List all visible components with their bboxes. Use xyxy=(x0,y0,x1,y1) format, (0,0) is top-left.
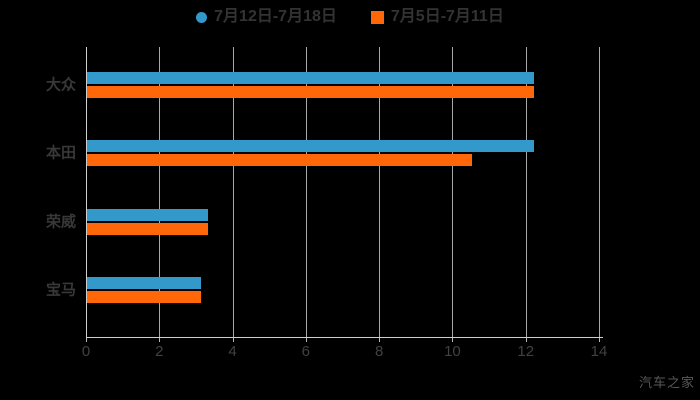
gridline-x6 xyxy=(305,47,307,337)
x-axis-tick xyxy=(305,337,307,342)
category-label: 大众 xyxy=(45,76,76,94)
y-axis-line xyxy=(86,47,87,337)
x-tick-label-14: 14 xyxy=(590,343,608,360)
legend-circle-marker-icon xyxy=(196,11,208,23)
legend-square-marker-icon xyxy=(370,10,384,24)
gridline-x14 xyxy=(599,47,600,337)
bar-series0-row1 xyxy=(87,140,535,152)
bar-series0-row3 xyxy=(87,277,201,289)
category-label: 荣威 xyxy=(45,213,76,231)
category-label: 本田 xyxy=(45,144,76,162)
legend-item-series1[interactable]: 7月5日-7月11日 xyxy=(370,8,504,25)
x-tick-label-4: 4 xyxy=(228,343,237,360)
legend: 7月12日-7月18日 7月5日-7月11日 xyxy=(0,6,700,28)
gridline-x12 xyxy=(525,47,527,337)
gridline-x10 xyxy=(452,47,454,337)
legend-item-series0[interactable]: 7月12日-7月18日 xyxy=(196,9,337,25)
watermark-autohome: 汽车之家 xyxy=(638,375,695,390)
x-tick-label-10: 10 xyxy=(444,343,461,360)
x-axis-line xyxy=(86,337,603,338)
legend-label: 7月5日-7月11日 xyxy=(390,8,504,25)
bar-series1-row1 xyxy=(87,154,472,166)
x-axis-tick xyxy=(525,337,527,342)
x-tick-label-6: 6 xyxy=(301,343,311,360)
bar-series1-row2 xyxy=(87,223,208,235)
x-axis-tick xyxy=(232,337,234,342)
gridline-x2 xyxy=(159,47,161,337)
x-axis-tick xyxy=(86,337,87,342)
x-axis-tick xyxy=(599,337,600,342)
bar-series0-row0 xyxy=(87,72,535,84)
x-axis-tick xyxy=(159,337,161,342)
bar-series0-row2 xyxy=(87,209,208,221)
category-label: 宝马 xyxy=(45,281,76,299)
legend-label: 7月12日-7月18日 xyxy=(214,8,337,25)
x-axis-tick xyxy=(452,337,454,342)
gridline-x4 xyxy=(232,47,234,337)
x-tick-label-12: 12 xyxy=(517,343,535,360)
gridline-x8 xyxy=(379,47,381,337)
x-tick-label-0: 0 xyxy=(81,343,91,360)
bar-series1-row0 xyxy=(87,86,535,98)
bar-series1-row3 xyxy=(87,291,201,303)
x-tick-label-8: 8 xyxy=(374,343,384,360)
x-axis-tick xyxy=(379,337,381,342)
x-tick-label-2: 2 xyxy=(155,343,164,360)
